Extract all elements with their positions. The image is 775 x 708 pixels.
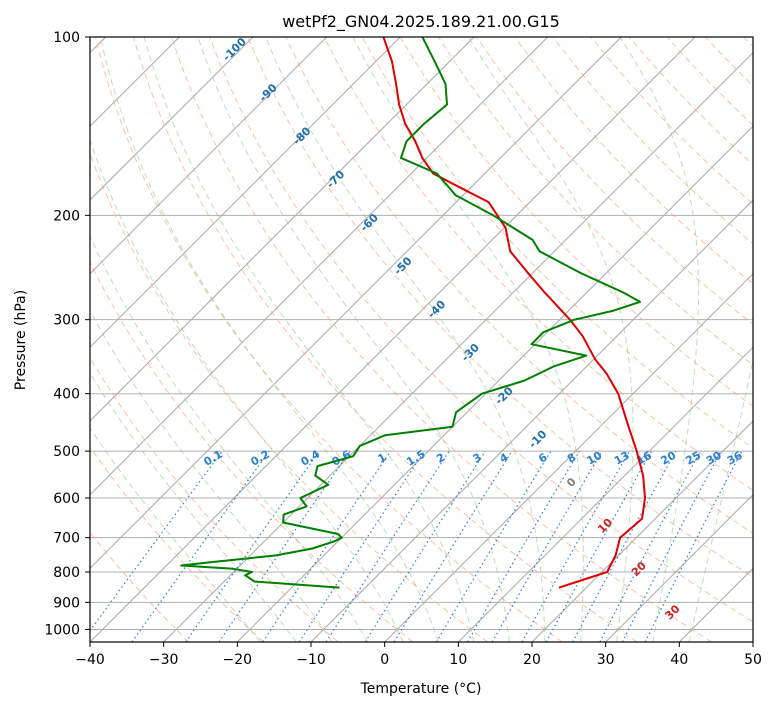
moist-adiabat bbox=[688, 358, 753, 642]
mixing-ratio-line bbox=[185, 450, 320, 642]
y-tick-label: 600 bbox=[53, 491, 80, 507]
mixing-ratio-line bbox=[364, 450, 486, 642]
y-tick-label: 100 bbox=[53, 30, 80, 46]
mixing-ratio-line bbox=[572, 450, 677, 642]
moist-adiabat bbox=[197, 37, 510, 642]
x-tick-label: −40 bbox=[75, 652, 105, 668]
isotherm bbox=[531, 420, 753, 642]
moist-adiabat bbox=[90, 309, 333, 642]
x-tick-label: 10 bbox=[449, 652, 467, 668]
isotherm bbox=[163, 51, 753, 642]
mixing-ratio-line bbox=[393, 450, 513, 642]
isotherm bbox=[90, 37, 549, 496]
y-tick-label: 500 bbox=[53, 444, 80, 460]
dry-adiabat bbox=[132, 37, 638, 642]
x-axis-title: Temperature (°C) bbox=[360, 681, 482, 697]
isotherm bbox=[236, 125, 753, 642]
x-tick-label: 30 bbox=[597, 652, 615, 668]
moist-adiabat bbox=[143, 37, 475, 642]
dry-adiabat bbox=[247, 37, 753, 578]
dry-adiabat bbox=[171, 37, 712, 642]
y-axis-title: Pressure (hPa) bbox=[13, 290, 29, 390]
isotherm bbox=[90, 37, 254, 201]
y-tick-label: 1000 bbox=[44, 622, 80, 638]
x-tick-label: −30 bbox=[149, 652, 179, 668]
dry-adiabat bbox=[476, 37, 753, 325]
moist-adiabat bbox=[90, 371, 297, 642]
mixing-ratio-line bbox=[298, 450, 425, 642]
isotherm bbox=[90, 37, 696, 642]
y-tick-label: 700 bbox=[53, 531, 80, 547]
y-tick-label: 800 bbox=[53, 565, 80, 581]
x-tick-label: 40 bbox=[670, 652, 688, 668]
mixing-ratio-line bbox=[262, 450, 392, 642]
moist-adiabat bbox=[90, 234, 369, 642]
y-tick-label: 400 bbox=[53, 387, 80, 403]
moist-adiabat bbox=[352, 37, 584, 642]
mixing-ratio-line bbox=[325, 450, 450, 642]
isotherm bbox=[90, 37, 401, 349]
temperature-line bbox=[382, 37, 646, 589]
moist-adiabat bbox=[90, 427, 261, 642]
isotherm bbox=[90, 37, 475, 422]
dry-adiabat bbox=[514, 37, 753, 285]
profile-lines bbox=[180, 37, 646, 589]
isotherm bbox=[457, 346, 753, 642]
dry-adiabat bbox=[90, 446, 264, 642]
moist-adiabat bbox=[265, 37, 546, 642]
background-lines bbox=[90, 37, 753, 642]
x-tick-label: −10 bbox=[296, 652, 326, 668]
y-axis: 100 200 300 400 500 600 700 800 900 1000 bbox=[44, 30, 90, 638]
plot-frame bbox=[89, 36, 754, 643]
y-tick-label: 900 bbox=[53, 595, 80, 611]
isotherm bbox=[384, 272, 753, 642]
isotherm bbox=[90, 37, 622, 570]
isotherm bbox=[605, 493, 753, 642]
y-tick-label: 200 bbox=[53, 208, 80, 224]
x-tick-label: −20 bbox=[223, 652, 253, 668]
dry-adiabat bbox=[285, 37, 753, 535]
x-tick-label: 50 bbox=[744, 652, 762, 668]
moist-adiabat bbox=[619, 37, 699, 642]
moist-adiabat bbox=[90, 138, 404, 642]
mixing-ratio-line bbox=[435, 450, 552, 642]
mixing-ratio-line bbox=[599, 450, 702, 642]
dry-adiabat bbox=[90, 260, 414, 642]
dewpoint-line bbox=[180, 37, 641, 589]
mixing-ratio-line bbox=[466, 450, 580, 642]
chart-title: wetPf2_GN04.2025.189.21.00.G15 bbox=[282, 12, 560, 32]
x-tick-label: 0 bbox=[380, 652, 389, 668]
moist-adiabat bbox=[99, 37, 439, 642]
dry-adiabat bbox=[94, 37, 563, 642]
dry-adiabat bbox=[209, 37, 753, 623]
y-tick-label: 300 bbox=[53, 313, 80, 329]
dry-adiabat bbox=[323, 37, 753, 491]
x-tick-label: 20 bbox=[523, 652, 541, 668]
x-axis: −40 −30 −20 −10 0 10 20 30 40 50 bbox=[75, 642, 762, 668]
mixing-ratio-line bbox=[218, 450, 351, 642]
isotherm bbox=[90, 37, 328, 275]
